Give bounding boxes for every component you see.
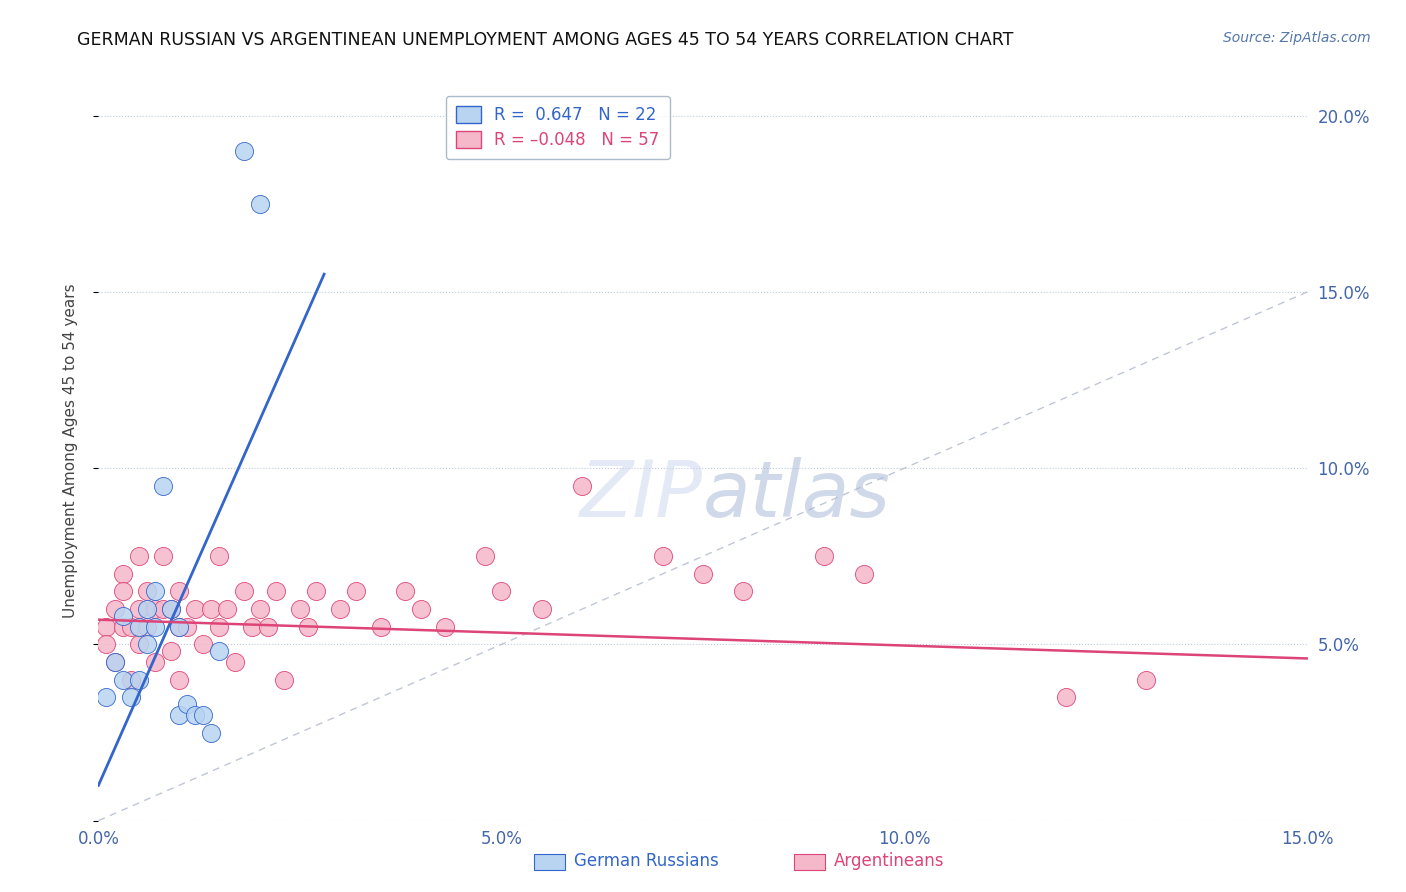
Point [530,602,553,616]
Point [167,584,190,599]
Point [232,144,254,158]
Point [176,698,198,712]
Point [297,620,319,634]
Point [167,620,190,634]
Point [571,479,593,493]
Point [167,707,190,722]
Point [111,620,134,634]
Point [135,637,157,651]
Point [208,620,231,634]
Point [160,644,183,658]
Point [853,566,876,581]
Point [1054,690,1077,705]
Text: atlas: atlas [703,457,891,533]
Point [394,584,416,599]
Point [249,602,271,616]
Point [491,584,513,599]
Legend: R =  0.647   N = 22, R = –0.048   N = 57: R = 0.647 N = 22, R = –0.048 N = 57 [446,96,669,159]
Point [120,690,142,705]
Point [103,655,125,669]
Point [152,479,174,493]
Point [128,673,150,687]
Point [96,620,118,634]
Point [111,673,134,687]
Point [152,549,174,564]
Point [273,673,295,687]
Y-axis label: Unemployment Among Ages 45 to 54 years: Unemployment Among Ages 45 to 54 years [63,283,77,618]
Point [344,584,367,599]
Point [135,584,157,599]
Point [143,602,166,616]
Point [135,620,157,634]
Text: Source: ZipAtlas.com: Source: ZipAtlas.com [1223,31,1371,45]
Point [193,637,215,651]
Point [184,602,207,616]
Point [120,620,142,634]
Text: Argentineans: Argentineans [834,852,945,870]
Point [193,707,215,722]
Point [217,602,239,616]
Point [1135,673,1157,687]
Point [143,584,166,599]
Point [143,620,166,634]
Point [305,584,328,599]
Point [176,620,198,634]
Point [409,602,432,616]
Point [329,602,352,616]
Point [249,196,271,211]
Point [111,609,134,624]
Point [288,602,311,616]
Point [208,644,231,658]
Point [232,584,254,599]
Point [103,602,125,616]
Point [208,549,231,564]
Text: German Russians: German Russians [574,852,718,870]
Point [160,602,183,616]
Point [813,549,835,564]
Point [111,584,134,599]
Point [370,620,392,634]
Text: GERMAN RUSSIAN VS ARGENTINEAN UNEMPLOYMENT AMONG AGES 45 TO 54 YEARS CORRELATION: GERMAN RUSSIAN VS ARGENTINEAN UNEMPLOYME… [77,31,1014,49]
Point [152,602,174,616]
Point [135,602,157,616]
Point [692,566,714,581]
Point [434,620,457,634]
Point [733,584,755,599]
Point [96,637,118,651]
Point [120,673,142,687]
Point [103,655,125,669]
Point [128,620,150,634]
Point [128,602,150,616]
Text: ZIP: ZIP [581,457,703,533]
Point [128,549,150,564]
Point [224,655,246,669]
Point [651,549,673,564]
Point [143,655,166,669]
Point [240,620,263,634]
Point [200,602,222,616]
Point [128,637,150,651]
Point [474,549,496,564]
Point [167,673,190,687]
Point [96,690,118,705]
Point [264,584,287,599]
Point [184,707,207,722]
Point [167,620,190,634]
Point [256,620,278,634]
Point [200,725,222,739]
Point [111,566,134,581]
Point [160,602,183,616]
